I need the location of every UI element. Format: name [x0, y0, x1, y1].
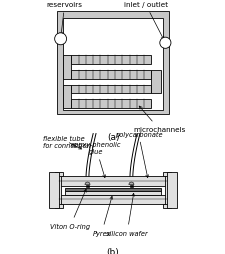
- Bar: [162, 172, 170, 176]
- Bar: [71, 100, 151, 108]
- Bar: [86, 185, 89, 187]
- Text: polycarbonate: polycarbonate: [114, 131, 162, 178]
- Bar: [164, 175, 168, 206]
- Bar: [59, 176, 166, 186]
- Bar: [71, 56, 151, 65]
- Bar: [151, 71, 160, 94]
- Text: (b): (b): [106, 247, 119, 254]
- Bar: [162, 205, 170, 209]
- Wedge shape: [85, 182, 90, 185]
- Bar: [62, 56, 71, 79]
- Bar: [130, 185, 133, 187]
- Text: flexible tube
for connection: flexible tube for connection: [43, 135, 90, 149]
- Bar: [166, 172, 176, 209]
- Bar: [71, 85, 151, 94]
- Bar: [65, 192, 160, 195]
- Bar: [55, 205, 63, 209]
- Text: inlet / outlet: inlet / outlet: [123, 2, 167, 40]
- Circle shape: [159, 38, 170, 49]
- Bar: [62, 85, 71, 108]
- Text: Pyrex: Pyrex: [92, 197, 112, 236]
- Bar: [57, 175, 61, 206]
- Bar: [71, 71, 151, 79]
- Circle shape: [54, 34, 66, 45]
- Bar: [65, 188, 160, 192]
- Bar: [62, 19, 163, 111]
- Bar: [55, 172, 63, 176]
- Text: (a): (a): [106, 132, 119, 141]
- Wedge shape: [128, 182, 133, 185]
- Text: Viton O-ring: Viton O-ring: [50, 189, 90, 229]
- Text: silicon wafer: silicon wafer: [106, 194, 147, 236]
- Bar: [57, 12, 168, 115]
- Text: reservoirs: reservoirs: [47, 2, 82, 36]
- Bar: [160, 42, 163, 45]
- Bar: [49, 172, 59, 209]
- Text: epoxy-phenolic
glue: epoxy-phenolic glue: [70, 142, 121, 178]
- Text: microchannels: microchannels: [132, 107, 184, 132]
- Bar: [59, 195, 166, 205]
